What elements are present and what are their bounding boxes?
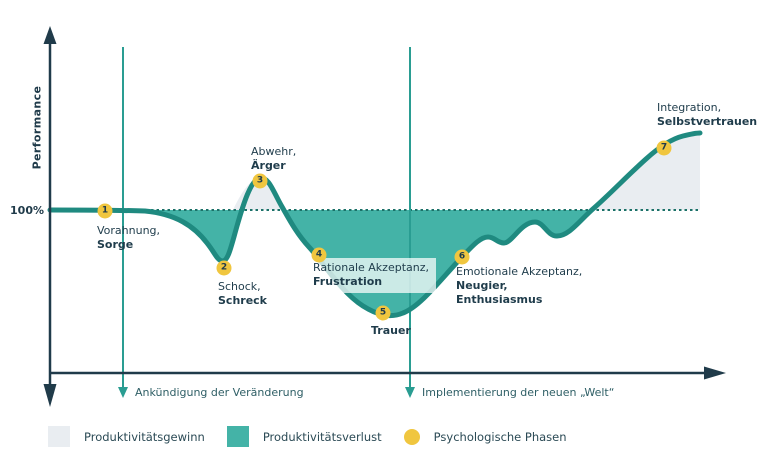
y-axis-label: Performance <box>30 85 44 170</box>
legend-item-gain: Produktivitätsgewinn <box>48 426 205 447</box>
milestone-label-implementation: Implementierung der neuen „Welt“ <box>422 386 615 399</box>
phase-label-vorahnung: Vorahnung, Sorge <box>97 224 160 252</box>
milestone-arrow-announcement <box>118 387 128 398</box>
phase-label-line: Neugier, <box>456 279 508 292</box>
phase-label-line: Trauer <box>371 324 411 337</box>
phase-dot-4: 4 <box>311 247 327 263</box>
phase-label-line: Schreck <box>218 294 267 307</box>
phase-label-line: Sorge <box>97 238 134 251</box>
phase-label-integration: Integration, Selbstvertrauen <box>657 101 757 129</box>
phase-label-line: Ärger <box>251 159 286 172</box>
phase-dot-1: 1 <box>97 203 113 219</box>
phase-dot-2: 2 <box>216 260 232 276</box>
phase-label-abwehr: Abwehr, Ärger <box>251 145 296 173</box>
legend-label: Produktivitätsgewinn <box>84 429 205 444</box>
phase-dot-5: 5 <box>375 305 391 321</box>
phase-label-line: Vorahnung, <box>97 224 161 237</box>
phase-label-line: Selbstvertrauen <box>657 115 758 128</box>
phase-label-emotionale-akzeptanz: Emotionale Akzeptanz, Neugier, Enthusias… <box>456 265 582 307</box>
productivity-gain-area-right <box>594 133 700 210</box>
phase-label-line: Rationale Akzeptanz, <box>313 261 429 274</box>
phase-label-trauer: Trauer <box>371 324 411 338</box>
gain-swatch-icon <box>48 426 70 447</box>
legend-item-phases: Psychologische Phasen <box>403 428 567 445</box>
phase-label-line: Schock, <box>218 280 261 293</box>
productivity-loss-area <box>145 177 594 316</box>
phase-label-schock: Schock, Schreck <box>218 280 267 308</box>
phase-dot-3: 3 <box>252 173 268 189</box>
phase-dot-icon <box>403 428 420 445</box>
phase-dot-6: 6 <box>454 249 470 265</box>
x-axis-arrow-right <box>704 366 726 380</box>
loss-swatch-icon <box>226 426 249 447</box>
legend: Produktivitätsgewinn Produktivitätsverlu… <box>48 426 589 447</box>
legend-label: Produktivitätsverlust <box>262 429 382 444</box>
milestone-arrow-implementation <box>405 387 415 398</box>
y-axis-arrow-up <box>43 26 57 44</box>
phase-dot-7: 7 <box>656 140 672 156</box>
phase-label-line: Abwehr, <box>251 145 297 158</box>
phase-label-line: Enthusiasmus <box>456 293 543 306</box>
phase-label-line: Emotionale Akzeptanz, <box>456 265 583 278</box>
y-axis-arrow-down <box>43 384 57 407</box>
phase-label-line: Frustration <box>313 275 383 288</box>
milestone-label-announcement: Ankündigung der Veränderung <box>135 386 304 399</box>
legend-item-loss: Produktivitätsverlust <box>226 426 382 447</box>
legend-label: Psychologische Phasen <box>433 429 567 444</box>
phase-label-rationale-akzeptanz: Rationale Akzeptanz, Frustration <box>308 258 436 293</box>
phase-label-line: Integration, <box>657 101 722 114</box>
y-axis-tick-100: 100% <box>10 204 44 217</box>
